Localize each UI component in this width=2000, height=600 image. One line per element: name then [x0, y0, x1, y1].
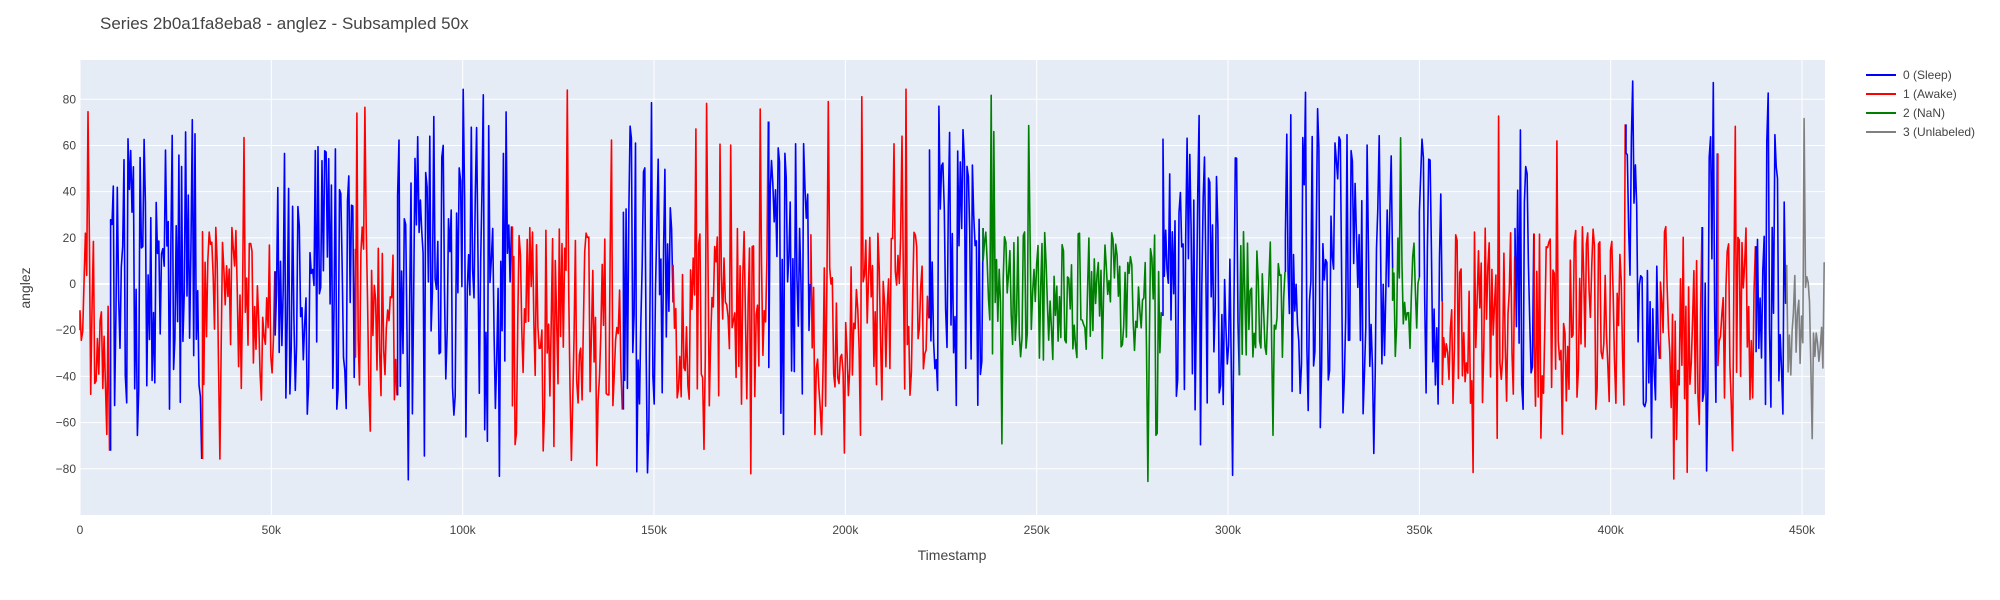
x-tick-label: 350k	[1406, 523, 1433, 537]
x-tick-label: 450k	[1789, 523, 1816, 537]
series-line-segment	[1533, 124, 1626, 439]
series-line-segment	[810, 88, 930, 454]
series-line-segment	[928, 105, 984, 407]
legend-label: 3 (Unlabeled)	[1903, 125, 1975, 139]
x-axis-ticks: 0 50k 100k 150k 200k 250k 300k 350k 400k 450k	[77, 523, 1816, 537]
series-line-segment	[672, 102, 769, 475]
series-line-segment	[201, 136, 276, 460]
series-lines	[79, 80, 1825, 483]
series-line-segment	[79, 110, 111, 451]
y-tick-label: −60	[56, 416, 77, 430]
legend-item[interactable]: 0 (Sleep)	[1866, 68, 1952, 82]
y-tick-label: 40	[63, 185, 77, 199]
series-line-segment	[1755, 92, 1787, 415]
series-line-segment	[1514, 129, 1535, 410]
legend-label: 2 (NaN)	[1903, 106, 1945, 120]
legend-label: 1 (Awake)	[1903, 87, 1957, 101]
legend-label: 0 (Sleep)	[1903, 68, 1952, 82]
series-line-segment	[1717, 125, 1757, 452]
chart-title: Series 2b0a1fa8eba8 - anglez - Subsample…	[100, 14, 469, 33]
series-line-segment	[1441, 115, 1516, 474]
x-tick-label: 0	[77, 523, 84, 537]
legend-item[interactable]: 3 (Unlabeled)	[1866, 125, 1975, 139]
series-line-segment	[1625, 80, 1661, 439]
x-axis-title: Timestamp	[918, 547, 987, 563]
x-tick-label: 300k	[1215, 523, 1242, 537]
y-tick-label: 80	[63, 92, 77, 106]
legend-item[interactable]: 2 (NaN)	[1866, 106, 1945, 120]
x-tick-label: 100k	[450, 523, 477, 537]
series-line-segment	[1162, 114, 1241, 477]
series-line-segment	[1785, 117, 1825, 440]
series-line-segment	[622, 101, 674, 474]
series-line-segment	[1238, 230, 1286, 437]
x-tick-label: 150k	[641, 523, 668, 537]
y-axis-ticks: −80 −60 −40 −20 0 20 40 60 80	[56, 92, 77, 476]
x-tick-label: 400k	[1598, 523, 1625, 537]
series-line-segment	[396, 88, 513, 481]
x-tick-label: 50k	[262, 523, 282, 537]
y-tick-label: −40	[56, 369, 77, 383]
series-line-segment	[1701, 81, 1719, 472]
series-line-segment	[354, 106, 398, 432]
series-line-segment	[1418, 138, 1443, 405]
y-tick-label: −20	[56, 323, 77, 337]
x-tick-label: 200k	[832, 523, 859, 537]
series-line-segment	[1659, 225, 1703, 480]
series-line-segment	[1391, 137, 1421, 358]
series-line-segment	[109, 118, 203, 460]
series-line-segment	[768, 121, 812, 436]
series-line-segment	[511, 89, 624, 467]
y-tick-label: 60	[63, 138, 77, 152]
y-tick-label: −80	[56, 462, 77, 476]
series-line-segment	[274, 145, 357, 415]
x-tick-label: 250k	[1024, 523, 1051, 537]
legend[interactable]: 0 (Sleep) 1 (Awake) 2 (NaN) 3 (Unlabeled)	[1866, 68, 1975, 139]
series-line-segment	[1284, 91, 1394, 455]
series-line-segment	[982, 94, 1164, 483]
y-axis-title: anglez	[17, 267, 33, 308]
y-tick-label: 0	[69, 277, 76, 291]
legend-item[interactable]: 1 (Awake)	[1866, 87, 1957, 101]
y-tick-label: 20	[63, 231, 77, 245]
